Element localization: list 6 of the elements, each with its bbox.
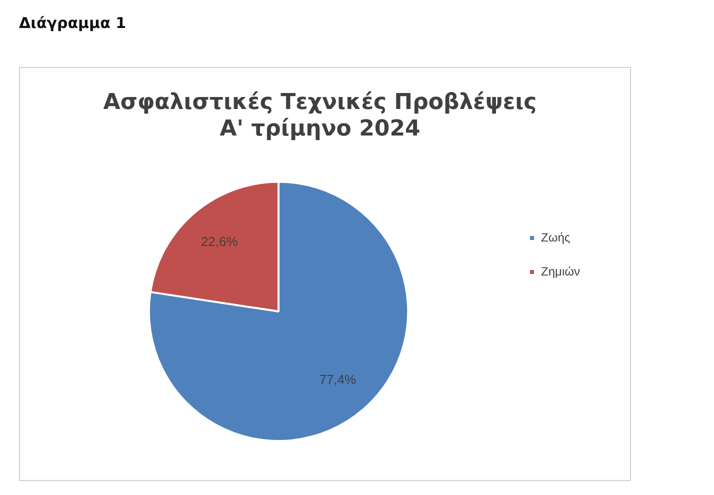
data-label: 77,4% bbox=[319, 372, 357, 387]
text: Διάγραμμα 1 bbox=[19, 14, 126, 32]
chart-title: Ασφαλιστικές Τεχνικές Προβλέψεις Α' τρίμηνο 2024 bbox=[103, 90, 537, 142]
legend-label: Ζωής bbox=[541, 230, 570, 244]
data-label: 22,6% bbox=[200, 234, 238, 250]
legend-label: Ζημιών bbox=[541, 264, 580, 278]
